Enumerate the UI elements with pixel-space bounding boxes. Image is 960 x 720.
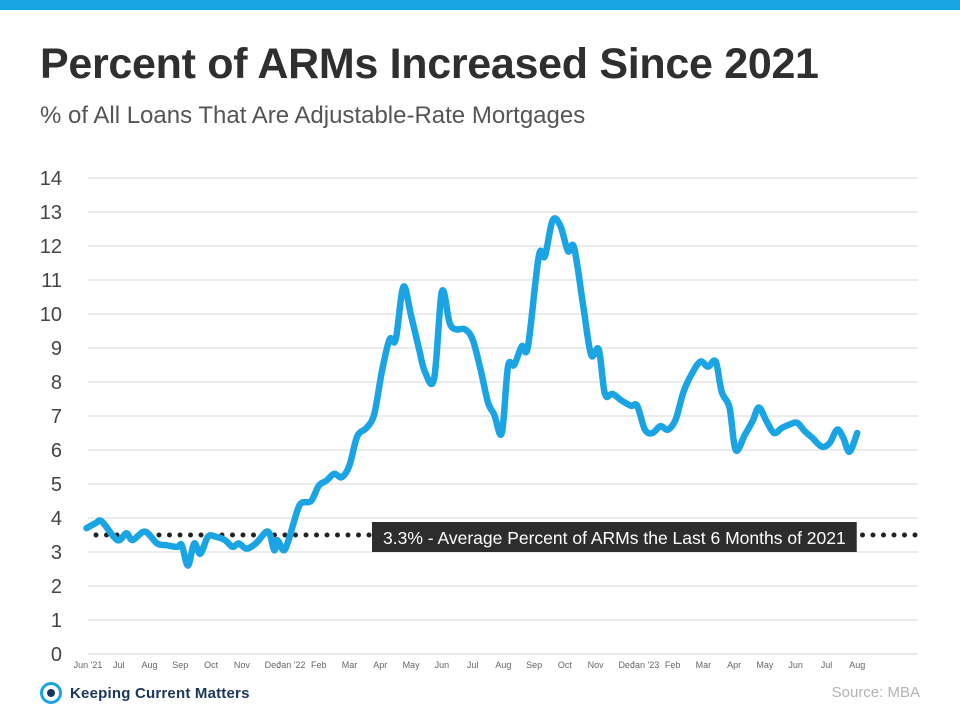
- series-line: [83, 215, 861, 569]
- y-tick-label: 4: [51, 508, 62, 530]
- y-tick-label: 0: [51, 644, 62, 666]
- x-tick-label: Nov: [588, 660, 605, 670]
- y-tick-label: 10: [40, 304, 62, 326]
- x-tick-label: Jun: [435, 660, 450, 670]
- top-accent-bar: [0, 0, 960, 10]
- annotation-group: 3.3% - Average Percent of ARMs the Last …: [372, 522, 857, 552]
- x-tick-label: Jul: [467, 660, 479, 670]
- x-tick-label: Apr: [727, 660, 741, 670]
- x-tick-label: Jul: [113, 660, 125, 670]
- x-tick-label: Aug: [495, 660, 511, 670]
- x-tick-label: Jan '22: [277, 660, 306, 670]
- x-tick-label: Feb: [311, 660, 327, 670]
- x-tick-label: Jun '21: [74, 660, 103, 670]
- page-subtitle: % of All Loans That Are Adjustable-Rate …: [40, 102, 586, 129]
- x-tick-label: Sep: [526, 660, 542, 670]
- y-tick-label: 11: [41, 270, 62, 292]
- x-tick-label: Aug: [849, 660, 865, 670]
- y-tick-label: 12: [40, 236, 62, 258]
- x-tick-label: Mar: [696, 660, 712, 670]
- page-title: Percent of ARMs Increased Since 2021: [40, 40, 819, 88]
- y-tick-label: 13: [40, 202, 62, 224]
- x-tick-label: Jul: [821, 660, 833, 670]
- x-tick-label: Jan '23: [631, 660, 660, 670]
- x-tick-label: Dec: [618, 660, 635, 670]
- y-tick-label: 1: [51, 610, 62, 632]
- x-tick-label: Feb: [665, 660, 681, 670]
- y-tick-label: 3: [51, 542, 62, 564]
- y-tick-label: 5: [51, 474, 62, 496]
- x-tick-label: Aug: [142, 660, 158, 670]
- annotation-box: [372, 522, 857, 552]
- logo-text: Keeping Current Matters: [70, 684, 250, 702]
- x-tick-label: Oct: [204, 660, 219, 670]
- x-tick-label: May: [756, 660, 774, 670]
- source-note: Source: MBA: [831, 684, 920, 701]
- x-tick-label: Apr: [373, 660, 387, 670]
- y-tick-label: 7: [51, 406, 62, 428]
- logo-mark-icon: [40, 682, 62, 704]
- kcm-logo: Keeping Current Matters: [40, 680, 250, 706]
- annotation-label: 3.3% - Average Percent of ARMs the Last …: [383, 528, 846, 548]
- x-tick-label: Oct: [558, 660, 573, 670]
- x-tick-label: Sep: [172, 660, 188, 670]
- y-tick-label: 14: [40, 168, 62, 190]
- y-tick-label: 6: [51, 440, 62, 462]
- x-tick-label: Mar: [342, 660, 358, 670]
- x-tick-label: Jun: [788, 660, 803, 670]
- y-tick-label: 9: [51, 338, 62, 360]
- y-tick-label: 8: [51, 372, 62, 394]
- y-tick-label: 2: [51, 576, 62, 598]
- x-tick-label: Dec: [265, 660, 282, 670]
- x-tick-label: Nov: [234, 660, 251, 670]
- x-tick-label: May: [403, 660, 421, 670]
- series-group: [83, 215, 861, 569]
